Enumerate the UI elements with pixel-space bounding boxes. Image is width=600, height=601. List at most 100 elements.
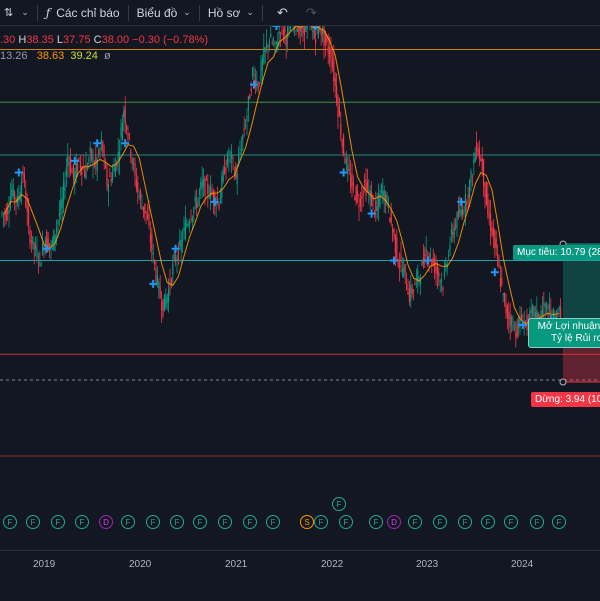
candle-body	[32, 236, 34, 245]
candle-body	[497, 254, 499, 259]
close-label: C	[93, 34, 102, 46]
event-marker-icon[interactable]: F	[552, 515, 566, 529]
candle-body	[82, 167, 84, 169]
event-marker-icon[interactable]: F	[51, 515, 65, 529]
candle-body	[284, 26, 286, 33]
price-chart[interactable]	[0, 26, 600, 550]
candle-body	[323, 26, 325, 47]
undo-icon[interactable]: ↶	[276, 4, 288, 20]
candle-body	[238, 156, 240, 165]
candle-body	[473, 159, 475, 164]
candle-body	[96, 159, 98, 171]
candle-body	[109, 175, 111, 177]
event-marker-icon[interactable]: F	[339, 515, 353, 529]
event-marker-icon[interactable]: D	[387, 515, 401, 529]
event-marker-icon[interactable]: F	[458, 515, 472, 529]
candle-body	[369, 190, 371, 201]
candle-body	[259, 82, 261, 84]
chart-button[interactable]: Biểu đồ ⌄	[133, 0, 195, 26]
candle-body	[280, 33, 282, 35]
event-marker-icon[interactable]: F	[504, 515, 518, 529]
event-marker-icon[interactable]: F	[193, 515, 207, 529]
event-marker-icon[interactable]: F	[408, 515, 422, 529]
candle-body	[390, 208, 392, 224]
event-marker-icon[interactable]: S	[300, 515, 314, 529]
event-marker-icon[interactable]: F	[332, 497, 346, 511]
candle-body	[469, 180, 471, 198]
event-marker-icon[interactable]: F	[26, 515, 40, 529]
candle-body	[278, 32, 280, 34]
compare-dropdown-chevron[interactable]: ⌄	[21, 7, 29, 17]
candle-body	[540, 310, 542, 321]
year-label: 2024	[511, 559, 534, 570]
position-info-label[interactable]: Mở Lợi nhuận & T Tỷ lệ Rủi ro/	[528, 318, 600, 348]
candle-body	[112, 172, 114, 181]
toolbar-divider	[261, 4, 263, 21]
candle-body	[5, 210, 7, 222]
candle-body	[25, 191, 27, 207]
candle-body	[397, 260, 399, 266]
event-marker-icon[interactable]: F	[170, 515, 184, 529]
candle-body	[504, 292, 506, 303]
candle-body	[532, 305, 534, 315]
candle-body	[453, 226, 455, 238]
candle-body	[84, 171, 86, 178]
candle-body	[431, 260, 433, 266]
candle-body	[333, 58, 335, 82]
event-marker-icon[interactable]: F	[314, 515, 328, 529]
candle-body	[68, 162, 70, 164]
redo-icon[interactable]: ↷	[305, 4, 317, 20]
candle-body	[460, 210, 462, 216]
event-marker-icon[interactable]: F	[146, 515, 160, 529]
event-marker-icon[interactable]: F	[481, 515, 495, 529]
event-marker-icon[interactable]: F	[3, 515, 17, 529]
event-marker-icon[interactable]: F	[266, 515, 280, 529]
target-label[interactable]: Mục tiêu: 10.79 (28.5	[513, 245, 600, 260]
candle-body	[242, 135, 244, 140]
candle-body	[254, 79, 256, 87]
time-axis[interactable]	[0, 550, 600, 601]
candle-body	[124, 106, 126, 124]
candle-body	[147, 214, 149, 219]
event-marker-icon[interactable]: F	[530, 515, 544, 529]
candle-body	[355, 186, 357, 203]
event-marker-icon[interactable]: F	[218, 515, 232, 529]
candle-body	[49, 243, 51, 248]
signal-cross-icon	[14, 168, 23, 177]
candle-body	[78, 158, 80, 160]
candle-body	[499, 278, 501, 287]
event-marker-icon[interactable]: F	[243, 515, 257, 529]
candle-body	[471, 175, 473, 177]
event-marker-icon[interactable]: F	[121, 515, 135, 529]
candle-body	[166, 294, 168, 303]
candle-body	[260, 61, 262, 82]
candle-body	[127, 133, 129, 139]
event-marker-icon[interactable]: D	[99, 515, 113, 529]
candle-body	[358, 205, 360, 208]
signal-cross-icon	[423, 256, 432, 265]
candle-body	[450, 229, 452, 235]
candle-body	[46, 231, 48, 247]
candle-body	[71, 171, 73, 173]
candle-body	[156, 275, 158, 284]
candle-body	[142, 206, 144, 212]
profile-button[interactable]: Hồ sơ ⌄	[204, 0, 258, 26]
candle-body	[312, 30, 314, 33]
event-marker-icon[interactable]: F	[433, 515, 447, 529]
event-marker-icon[interactable]: F	[75, 515, 89, 529]
candle-body	[295, 27, 297, 29]
candle-body	[271, 42, 273, 44]
candle-body	[191, 216, 193, 222]
candle-body	[53, 230, 55, 251]
event-marker-icon[interactable]: F	[369, 515, 383, 529]
candle-body	[474, 152, 476, 163]
stop-label[interactable]: Dừng: 3.94 (10.4	[531, 392, 600, 407]
candle-body	[180, 239, 182, 252]
candle-body	[14, 192, 16, 199]
candle-body	[428, 255, 430, 259]
candle-body	[337, 96, 339, 117]
candle-body	[530, 309, 532, 313]
candle-body	[470, 170, 472, 183]
indicators-button[interactable]: ƒ Các chỉ báo	[42, 0, 124, 26]
compare-icon[interactable]: ⇅	[4, 7, 14, 19]
